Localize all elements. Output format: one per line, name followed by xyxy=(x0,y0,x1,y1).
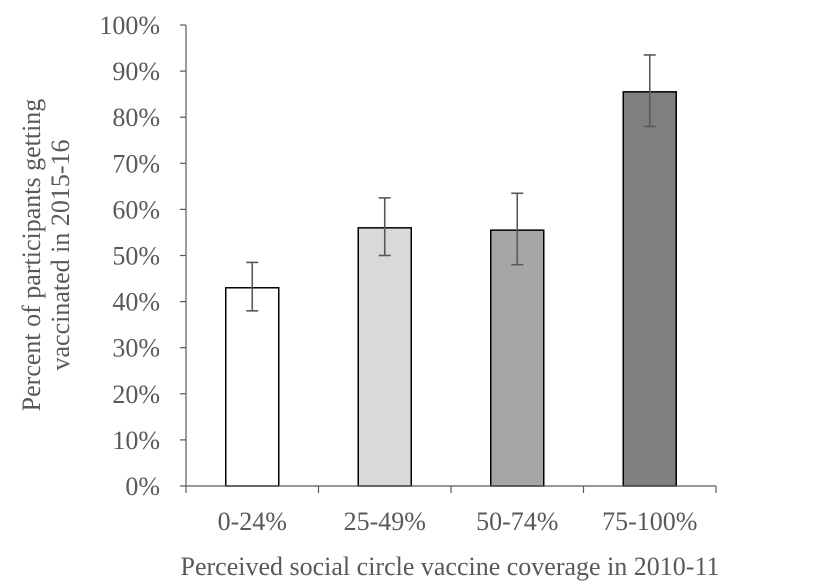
y-tick-label: 100% xyxy=(99,11,160,40)
y-axis-title-line-1: Percent of participants getting xyxy=(17,99,46,412)
y-tick-label: 70% xyxy=(112,149,160,178)
bar xyxy=(225,287,280,487)
bar xyxy=(357,227,412,487)
y-tick-label: 60% xyxy=(112,195,160,224)
y-axis-title: Percent of participants getting vaccinat… xyxy=(17,99,75,412)
x-axis-title: Perceived social circle vaccine coverage… xyxy=(181,552,720,581)
x-tick-label: 75-100% xyxy=(602,507,697,536)
y-axis-title-line-2: vaccinated in 2015-16 xyxy=(46,139,75,370)
error-bars-group xyxy=(246,54,656,312)
bars-group xyxy=(225,91,677,487)
y-tick-label: 50% xyxy=(112,242,160,271)
x-tick-label: 50-74% xyxy=(476,507,558,536)
y-tick-label: 40% xyxy=(112,288,160,317)
y-tick-label: 30% xyxy=(112,334,160,363)
y-tick-label: 80% xyxy=(112,103,160,132)
y-tick-label: 10% xyxy=(112,426,160,455)
x-axis-tick-labels: 0-24% 25-49% 50-74% 75-100% xyxy=(218,507,698,536)
x-tick-label: 25-49% xyxy=(344,507,426,536)
y-axis-ticks: 0% 10% 20% 30% 40% 50% 60% 70% 80% 90% 100% xyxy=(99,11,186,501)
bar xyxy=(490,229,545,487)
x-tick-label: 0-24% xyxy=(218,507,287,536)
bar xyxy=(622,91,677,487)
axes-group xyxy=(185,25,717,493)
y-tick-label: 90% xyxy=(112,57,160,86)
y-tick-label: 20% xyxy=(112,380,160,409)
y-tick-label: 0% xyxy=(125,472,160,501)
